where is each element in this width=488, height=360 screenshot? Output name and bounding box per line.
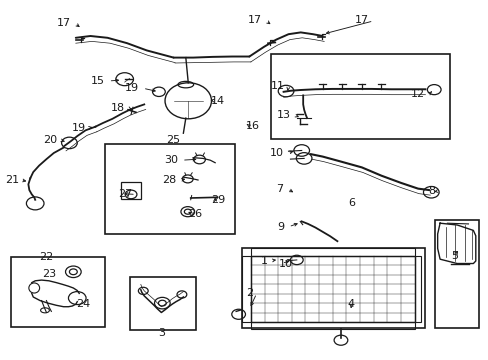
- Text: 21: 21: [5, 175, 20, 185]
- Text: 3: 3: [158, 328, 164, 338]
- Text: 18: 18: [110, 103, 124, 113]
- Text: 20: 20: [43, 135, 58, 145]
- Text: 26: 26: [188, 209, 202, 219]
- Text: 29: 29: [211, 195, 225, 205]
- Text: 19: 19: [71, 123, 85, 133]
- Bar: [129, 277, 195, 330]
- Text: 24: 24: [76, 299, 90, 309]
- Bar: [242, 248, 425, 328]
- Text: 2: 2: [245, 288, 253, 298]
- Bar: [121, 182, 141, 199]
- Text: 7: 7: [276, 184, 283, 194]
- Bar: [414, 256, 420, 322]
- Text: 11: 11: [270, 81, 284, 91]
- Text: 23: 23: [42, 269, 56, 279]
- Text: 4: 4: [347, 299, 354, 309]
- Text: 13: 13: [276, 110, 290, 120]
- Bar: [250, 322, 414, 329]
- Bar: [250, 248, 414, 256]
- Text: 25: 25: [166, 135, 180, 145]
- Text: 12: 12: [410, 89, 425, 99]
- Text: 17: 17: [57, 18, 71, 28]
- Text: 19: 19: [125, 83, 139, 93]
- Text: 28: 28: [162, 175, 176, 185]
- Text: 5: 5: [450, 251, 457, 261]
- Text: 17: 17: [354, 15, 368, 25]
- Bar: [434, 220, 478, 328]
- Text: 14: 14: [211, 96, 225, 106]
- Text: 17: 17: [247, 15, 261, 25]
- Bar: [105, 144, 234, 234]
- Bar: [242, 256, 250, 322]
- Text: 10: 10: [269, 148, 283, 158]
- Text: 30: 30: [164, 155, 178, 165]
- Text: 22: 22: [39, 252, 54, 262]
- Text: 15: 15: [91, 76, 105, 86]
- Text: 16: 16: [245, 121, 260, 131]
- Text: 6: 6: [348, 198, 355, 208]
- Text: 1: 1: [261, 256, 267, 266]
- Text: 10: 10: [278, 258, 292, 269]
- Text: 9: 9: [277, 222, 284, 232]
- Bar: [250, 256, 414, 322]
- Text: 8: 8: [427, 186, 434, 196]
- Text: 27: 27: [118, 189, 132, 199]
- Bar: [11, 257, 105, 327]
- Bar: [271, 54, 449, 139]
